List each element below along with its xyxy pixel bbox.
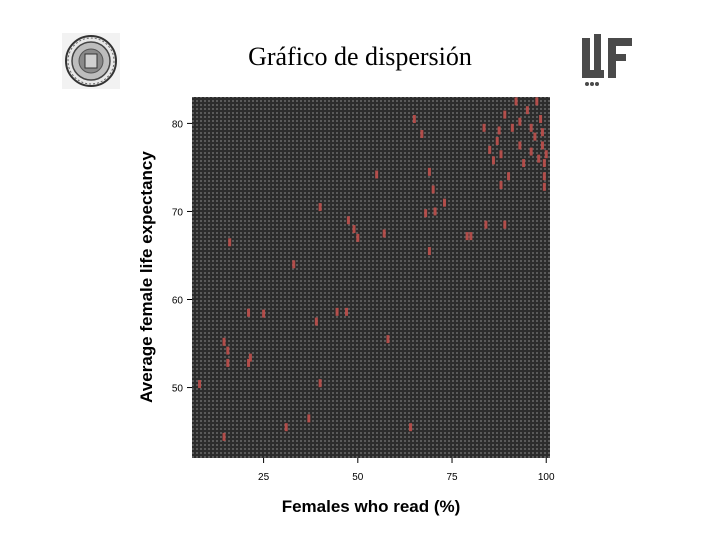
data-point (503, 110, 507, 119)
data-point (292, 260, 296, 269)
data-point (542, 172, 546, 181)
data-point (491, 156, 495, 165)
y-tick-label: 80 (172, 119, 184, 130)
data-point (412, 115, 416, 124)
data-point (228, 238, 232, 247)
data-point (499, 150, 503, 159)
data-point (529, 147, 533, 156)
data-point (497, 126, 501, 135)
data-point (382, 229, 386, 238)
data-point (352, 225, 356, 234)
data-point (540, 141, 544, 150)
data-point (307, 414, 311, 423)
data-point (409, 423, 413, 432)
y-tick-label: 50 (172, 384, 184, 395)
data-point (539, 115, 543, 124)
data-point (518, 117, 522, 126)
data-point (542, 159, 546, 168)
data-point (248, 353, 252, 362)
data-point (427, 167, 431, 176)
data-point (537, 154, 541, 163)
x-tick-label: 25 (258, 472, 270, 483)
data-point (469, 232, 473, 241)
y-axis-title: Average female life expectancy (137, 151, 156, 403)
data-point (222, 337, 226, 346)
data-point (499, 181, 503, 190)
data-point (375, 170, 379, 179)
x-tick-label: 100 (538, 472, 555, 483)
x-axis-title: Females who read (%) (282, 497, 461, 516)
data-point (318, 379, 322, 388)
x-tick-label: 50 (352, 472, 364, 483)
data-point (488, 145, 492, 154)
data-point (503, 220, 507, 229)
data-point (431, 185, 435, 194)
slide-title: Gráfico de dispersión (248, 42, 472, 71)
y-tick-label: 70 (172, 207, 184, 218)
data-point (356, 233, 360, 242)
data-point (198, 380, 202, 389)
plot-area (192, 97, 550, 458)
data-point (542, 182, 546, 191)
data-point (525, 106, 529, 115)
data-point (442, 198, 446, 207)
data-point (514, 97, 518, 106)
data-point (495, 137, 499, 146)
x-tick-label: 75 (446, 472, 458, 483)
data-point (247, 308, 251, 317)
data-point (345, 307, 349, 316)
data-point (284, 423, 288, 432)
data-point (420, 129, 424, 138)
data-point (335, 307, 339, 316)
data-point (533, 132, 537, 141)
data-point (433, 207, 437, 216)
y-tick-label: 60 (172, 296, 184, 307)
data-point (314, 317, 318, 326)
data-point (465, 232, 469, 241)
data-point (484, 220, 488, 229)
data-point (535, 97, 539, 106)
data-point (529, 123, 533, 132)
data-point (262, 309, 266, 318)
data-point (386, 335, 390, 344)
data-point (226, 346, 230, 355)
data-point (522, 159, 526, 168)
university-seal-icon (62, 33, 120, 89)
data-point (346, 216, 350, 225)
data-point (247, 358, 251, 367)
data-point (510, 123, 514, 132)
data-point (540, 128, 544, 137)
data-point (482, 123, 486, 132)
data-point (427, 247, 431, 256)
data-point (507, 172, 511, 181)
data-point (518, 141, 522, 150)
data-point (318, 203, 322, 212)
data-point (226, 358, 230, 367)
data-point (544, 150, 548, 159)
ulf-logo-icon (582, 34, 632, 86)
data-point (222, 432, 226, 441)
data-point (424, 209, 428, 218)
